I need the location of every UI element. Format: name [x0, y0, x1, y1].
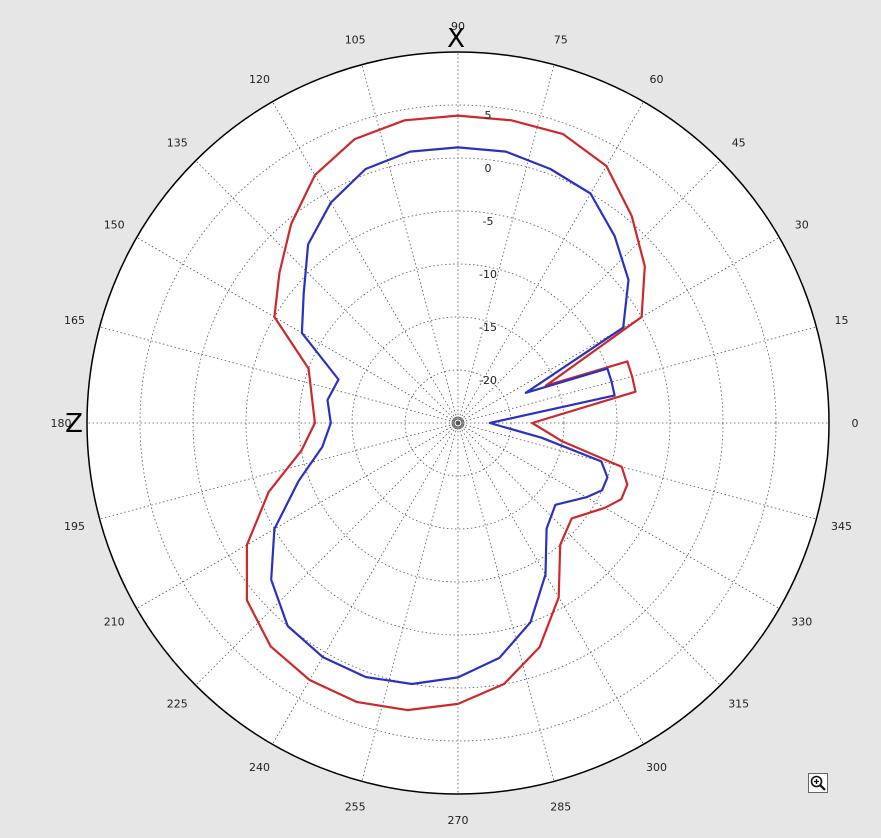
grid-spoke: [457, 64, 555, 424]
angle-tick-label: 30: [795, 219, 809, 232]
grid-spoke: [99, 422, 459, 520]
grid-spoke: [99, 326, 459, 424]
radial-tick-label: 5: [485, 109, 492, 122]
grid-spoke: [272, 422, 459, 745]
grid-center-ring: [455, 420, 461, 426]
radial-tick-label: -5: [483, 215, 494, 228]
grid-spoke: [136, 422, 459, 609]
axis-marker-z: Z: [65, 409, 83, 439]
polar-grid: [87, 52, 829, 794]
angle-tick-label: 165: [64, 314, 85, 327]
grid-ring: [404, 369, 512, 477]
grid-ring: [192, 157, 724, 689]
angle-tick-label: 105: [345, 34, 366, 47]
angle-tick-label: 180: [51, 417, 72, 430]
radial-tick-label: -10: [479, 268, 497, 281]
angle-tick-label: 300: [646, 761, 667, 774]
grid-ring: [298, 263, 618, 583]
grid-spoke: [457, 422, 721, 686]
angle-tick-label: 315: [728, 698, 749, 711]
angle-tick-label: 345: [831, 520, 852, 533]
grid-spoke: [136, 237, 459, 424]
angle-tick-label: 210: [104, 616, 125, 629]
angle-tick-label: 225: [167, 698, 188, 711]
series-layer: [245, 114, 646, 712]
grid-spoke: [457, 422, 817, 520]
grid-center-ring: [451, 416, 465, 430]
angle-tick-label: 45: [732, 136, 746, 149]
angle-tick-label: 0: [852, 417, 859, 430]
radial-tick-label: -15: [479, 321, 497, 334]
angle-tick-label: 75: [554, 34, 568, 47]
grid-spoke: [457, 422, 644, 745]
grid-spoke: [457, 160, 721, 424]
grid-spoke: [457, 422, 555, 782]
angle-tick-label: 255: [345, 801, 366, 814]
angle-tick-labels: 0 15 30 45 60 75 90 105 120 135 150 165 180 195 210 225…: [51, 20, 859, 827]
angle-tick-label: 15: [835, 314, 849, 327]
grid-spoke: [457, 422, 780, 609]
grid-ring: [139, 104, 777, 742]
radial-tick-label: -20: [479, 374, 497, 387]
angle-tick-label: 270: [448, 814, 469, 827]
angle-tick-label: 285: [550, 801, 571, 814]
angle-tick-label: 195: [64, 520, 85, 533]
grid-ring: [245, 210, 671, 636]
angle-tick-label: 150: [104, 219, 125, 232]
radial-tick-labels: 5 0 -5 -10 -15 -20: [479, 109, 497, 387]
grid-spoke: [361, 64, 459, 424]
grid-spoke: [361, 422, 459, 782]
angle-tick-label: 330: [791, 616, 812, 629]
grid-spoke: [457, 101, 644, 424]
angle-tick-label: 135: [167, 136, 188, 149]
angle-tick-label: 120: [249, 73, 270, 86]
grid-spoke: [457, 326, 817, 424]
series-line-2: [270, 146, 630, 686]
grid-spoke: [272, 101, 459, 424]
axis-marker-x: X: [447, 24, 465, 54]
grid-ring: [351, 316, 565, 530]
angle-tick-label: 90: [451, 20, 465, 33]
series-line-1: [245, 114, 646, 712]
angle-tick-label: 60: [650, 73, 664, 86]
grid-spoke: [195, 160, 459, 424]
zoom-in-icon[interactable]: [808, 773, 828, 793]
radial-tick-label: 0: [485, 162, 492, 175]
grid-spoke: [195, 422, 459, 686]
angle-tick-label: 240: [249, 761, 270, 774]
grid-center-ring: [453, 418, 463, 428]
